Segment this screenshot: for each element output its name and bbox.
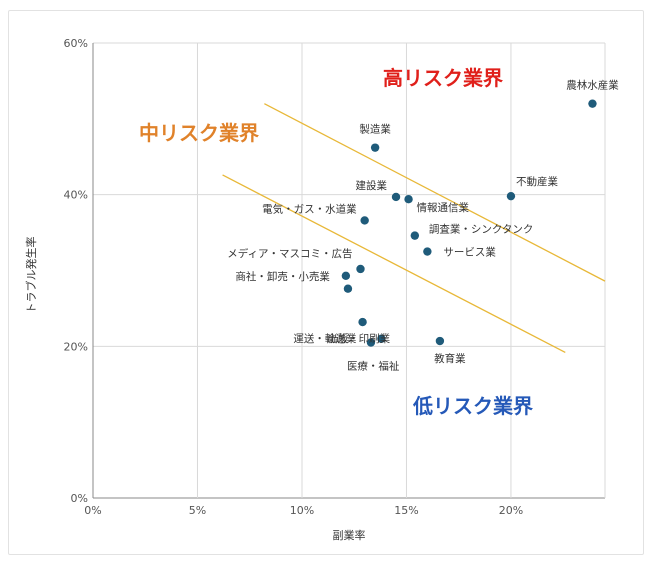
data-point xyxy=(341,271,351,281)
data-point xyxy=(358,317,367,327)
point-label: 医療・福祉 xyxy=(347,360,400,373)
data-point xyxy=(435,336,445,346)
data-point xyxy=(410,231,420,240)
x-tick-label: 0% xyxy=(84,504,101,517)
point-label: 商社・卸売・小売業 xyxy=(235,270,330,283)
point-label: 建設業 xyxy=(356,179,388,192)
y-axis-title: トラブル発生率 xyxy=(24,237,38,314)
trend-line xyxy=(264,103,606,282)
data-point xyxy=(588,99,597,108)
trend-lines xyxy=(222,103,606,353)
point-label: 教育業 xyxy=(434,352,466,365)
grid-lines xyxy=(92,42,606,499)
y-tick-label: 60% xyxy=(64,37,88,50)
y-axis-ticks: 0% 20% 40% 60% xyxy=(64,37,88,505)
data-point xyxy=(391,192,401,202)
y-tick-label: 20% xyxy=(64,340,88,353)
data-point xyxy=(370,143,380,152)
data-point xyxy=(423,247,432,256)
data-point xyxy=(366,338,376,347)
risk-zone-label: 高リスク業界 xyxy=(383,66,503,90)
point-label: 不動産業 xyxy=(516,175,558,188)
point-label: 製造業 xyxy=(359,123,391,136)
y-tick-label: 0% xyxy=(71,492,88,505)
data-point xyxy=(360,216,369,225)
x-axis-ticks: 0% 5% 10% 15% 20% xyxy=(84,504,523,517)
point-label: サービス業 xyxy=(443,246,496,259)
data-point xyxy=(356,264,365,274)
risk-zone-label: 低リスク業界 xyxy=(412,394,533,418)
x-tick-label: 10% xyxy=(290,504,314,517)
x-tick-label: 15% xyxy=(394,504,418,517)
data-point xyxy=(404,195,413,204)
chart-frame xyxy=(8,10,644,555)
point-label: 調査業・シンクタンク xyxy=(429,223,534,236)
data-point xyxy=(343,284,353,293)
data-point xyxy=(377,334,386,343)
point-label: 農林水産業 xyxy=(566,79,619,92)
x-axis-title: 副業率 xyxy=(333,528,366,542)
data-points xyxy=(341,99,597,347)
risk-zone-label: 中リスク業界 xyxy=(139,121,259,145)
point-label: 運送・輸送業 xyxy=(293,332,356,345)
point-label: 情報通信業 xyxy=(417,201,470,214)
point-label: 電気・ガス・水道業 xyxy=(262,202,357,215)
point-label: 出版・印刷業 xyxy=(327,332,390,345)
y-tick-label: 40% xyxy=(64,189,88,202)
x-tick-label: 5% xyxy=(189,504,206,517)
x-tick-label: 20% xyxy=(499,504,523,517)
point-label: メディア・マスコミ・広告 xyxy=(227,247,352,260)
data-point xyxy=(506,191,516,201)
trend-line xyxy=(222,174,566,353)
